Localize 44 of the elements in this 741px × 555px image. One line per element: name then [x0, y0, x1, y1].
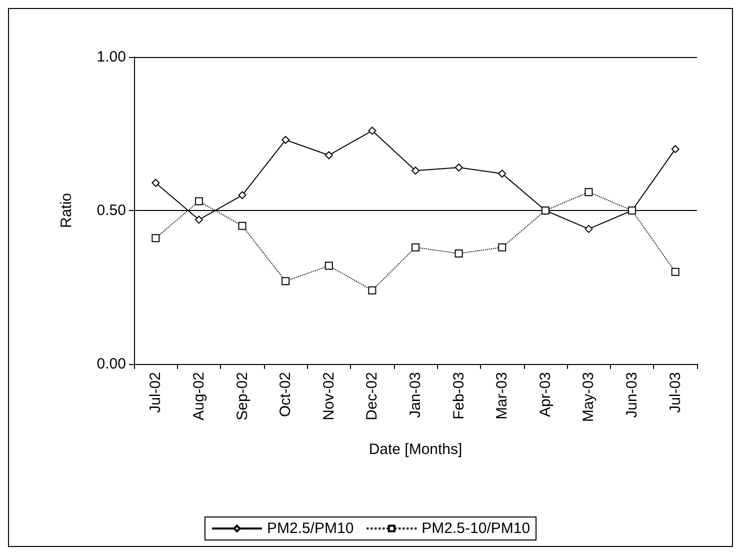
point	[324, 151, 333, 160]
x-tick-label: Mar-03	[494, 372, 511, 420]
x-axis-title: Date [Months]	[368, 441, 462, 458]
point	[412, 166, 420, 175]
point	[498, 243, 506, 252]
legend-label: PM2.5-10/PM10	[422, 520, 530, 537]
point	[541, 206, 550, 214]
point	[152, 178, 160, 187]
y-tick-label: 0.00	[96, 356, 126, 372]
point	[282, 277, 290, 286]
point	[671, 268, 680, 276]
point	[194, 216, 203, 224]
point	[368, 126, 376, 135]
y-axis-title: Ratio	[58, 192, 75, 228]
x-tick-label: Nov-02	[320, 372, 338, 420]
point	[368, 286, 376, 294]
x-tick-label: Jun-03	[624, 372, 641, 418]
x-tick-label: Jul-02	[147, 372, 164, 413]
x-tick-label: Jul-03	[666, 372, 684, 413]
x-tick-label: Jan-03	[407, 372, 424, 418]
x-tick-label: Apr-03	[536, 372, 554, 418]
point	[498, 170, 506, 178]
x-tick-label: May-03	[580, 372, 598, 422]
x-tick-label: Oct-02	[277, 372, 294, 418]
point	[238, 222, 246, 230]
point	[584, 188, 593, 196]
point	[194, 197, 203, 206]
point	[152, 234, 160, 242]
point	[238, 191, 246, 200]
point	[324, 262, 333, 270]
point	[584, 224, 593, 233]
point	[412, 243, 420, 252]
point	[454, 164, 463, 172]
legend-label: PM2.5/PM10	[266, 520, 354, 537]
point	[671, 145, 680, 154]
y-tick-label: 0.50	[96, 202, 126, 219]
x-tick-label: Feb-03	[450, 372, 468, 420]
x-tick-label: Dec-02	[364, 372, 381, 420]
y-tick-label: 1.00	[96, 48, 126, 66]
x-tick-label: Sep-02	[234, 372, 251, 420]
point	[282, 136, 290, 144]
point	[628, 206, 636, 214]
x-tick-label: Aug-02	[190, 372, 208, 420]
point	[454, 249, 463, 258]
